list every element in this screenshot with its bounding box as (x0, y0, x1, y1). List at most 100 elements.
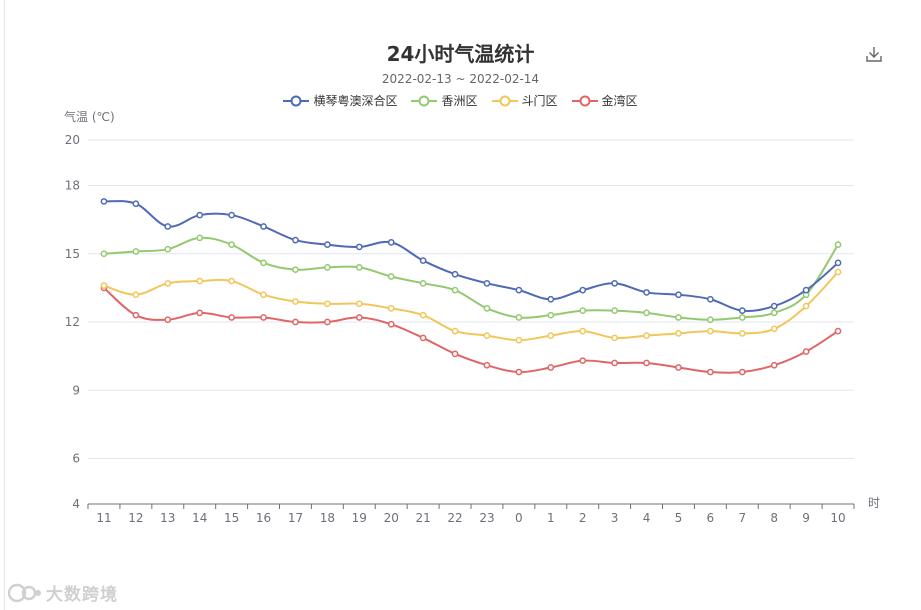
y-tick-label: 9 (72, 383, 80, 397)
data-point (292, 236, 299, 244)
data-point (770, 309, 778, 317)
data-point (579, 286, 587, 294)
data-point (611, 307, 618, 314)
legend-marker (491, 95, 518, 106)
data-point (515, 286, 523, 294)
y-tick-label: 4 (72, 497, 80, 511)
data-point (100, 282, 108, 289)
data-point (707, 327, 714, 335)
x-tick-label: 6 (707, 511, 715, 525)
x-tick-label: 8 (770, 511, 778, 525)
data-point (228, 277, 235, 285)
x-tick-label: 14 (192, 511, 207, 525)
data-point (196, 211, 204, 219)
data-point (770, 325, 778, 333)
data-point (738, 368, 746, 376)
data-point (164, 316, 172, 324)
data-point (324, 300, 331, 308)
watermark: 大数跨境 (8, 580, 118, 605)
data-point (579, 307, 587, 314)
data-point (324, 241, 331, 248)
watermark-text: 大数跨境 (46, 585, 118, 605)
legend-label: 香洲区 (441, 94, 478, 108)
data-point (611, 334, 618, 342)
data-point (834, 259, 842, 267)
x-tick-label: 12 (128, 511, 143, 525)
data-point (707, 295, 714, 303)
left-border (4, 0, 5, 610)
x-tick-label: 0 (515, 511, 523, 525)
legend-item[interactable]: 斗门区 (491, 92, 558, 109)
data-point (611, 359, 618, 367)
data-point (547, 332, 555, 339)
data-point (260, 314, 267, 321)
x-tick-label: 7 (738, 511, 746, 525)
data-point (451, 350, 459, 358)
data-point (132, 311, 140, 319)
data-point (355, 243, 363, 251)
x-tick-label: 23 (479, 511, 494, 525)
data-point (164, 245, 172, 253)
logo-icon (8, 583, 41, 602)
data-point (643, 309, 650, 317)
data-point (355, 264, 363, 271)
legend-marker (283, 95, 310, 106)
data-point (419, 311, 427, 319)
data-point (834, 268, 842, 276)
x-tick-label: 4 (643, 511, 651, 525)
data-point (228, 211, 235, 219)
data-point (292, 318, 299, 326)
x-tick-label: 10 (830, 511, 845, 525)
x-tick-label: 19 (352, 511, 367, 525)
x-tick-label: 5 (675, 511, 683, 525)
data-point (196, 234, 204, 242)
data-point (738, 330, 746, 337)
y-tick-label: 15 (65, 247, 80, 261)
x-tick-label: 9 (802, 511, 810, 525)
data-point (387, 320, 395, 328)
legend-item[interactable]: 金湾区 (571, 92, 638, 109)
x-tick-label: 20 (384, 511, 399, 525)
data-point (802, 348, 810, 355)
data-point (579, 327, 587, 335)
data-point (164, 279, 172, 287)
legend-item[interactable]: 横琴粤澳深合区 (283, 92, 397, 109)
legend-item[interactable]: 香洲区 (411, 92, 478, 109)
data-point (228, 241, 235, 248)
data-point (100, 250, 108, 258)
data-point (834, 241, 842, 248)
data-point (132, 248, 140, 255)
data-point (675, 364, 682, 371)
data-point (770, 361, 778, 369)
data-point (834, 327, 842, 335)
data-point (515, 368, 523, 376)
x-tick-label: 15 (224, 511, 239, 525)
data-point (483, 305, 491, 312)
data-point (292, 266, 299, 274)
x-tick-label: 2 (579, 511, 587, 525)
x-tick-label: 1 (547, 511, 555, 525)
chart-subtitle: 2022-02-13 ~ 2022-02-14 (381, 72, 540, 86)
data-point (132, 200, 140, 208)
data-point (707, 316, 714, 324)
data-point (675, 291, 682, 299)
y-tick-label: 20 (65, 133, 80, 147)
data-point (483, 332, 491, 339)
data-point (643, 359, 650, 367)
download-icon[interactable] (864, 44, 884, 64)
data-point (643, 332, 650, 339)
data-point (515, 314, 523, 321)
legend-label: 横琴粤澳深合区 (313, 94, 398, 108)
data-point (164, 223, 172, 230)
legend-marker (571, 95, 598, 106)
data-point (132, 291, 140, 299)
x-axis-label: 时 (868, 496, 880, 510)
data-point (547, 295, 555, 303)
data-point (579, 357, 587, 365)
data-point (802, 286, 810, 294)
data-point (387, 305, 395, 312)
series-line (103, 287, 839, 374)
y-tick-label: 18 (65, 179, 80, 193)
legend-label: 金湾区 (601, 94, 638, 108)
